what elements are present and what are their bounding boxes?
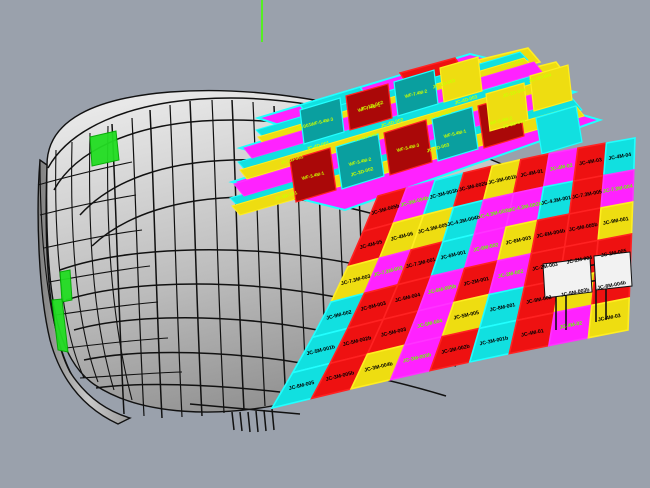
hull-bow-stem[interactable] xyxy=(37,158,132,425)
highlighted-panel-bow-upper[interactable] xyxy=(89,130,120,167)
highlighted-panel-bow-lower[interactable] xyxy=(59,269,73,303)
web-frame[interactable] xyxy=(335,133,385,190)
web-frame[interactable] xyxy=(535,105,583,155)
web-frame[interactable] xyxy=(529,64,573,112)
stern-white-panel-2[interactable] xyxy=(593,251,633,291)
shell-panel-grid[interactable] xyxy=(270,137,636,410)
hull-bow-mesh xyxy=(37,125,183,401)
deck-structure-group[interactable] xyxy=(228,47,604,216)
stern-white-panel-1[interactable] xyxy=(542,257,593,299)
web-frame[interactable] xyxy=(439,56,483,103)
highlighted-panel-bow-keel[interactable] xyxy=(51,298,69,353)
shell-panel[interactable] xyxy=(587,297,631,339)
web-frame[interactable] xyxy=(485,82,529,132)
bow-low-stiffeners xyxy=(189,403,301,433)
web-frame[interactable] xyxy=(393,69,439,117)
web-frame[interactable] xyxy=(383,119,433,176)
web-frames[interactable] xyxy=(289,56,583,203)
web-frame[interactable] xyxy=(431,106,479,162)
web-frame[interactable] xyxy=(299,97,345,145)
web-frame[interactable] xyxy=(345,83,393,131)
web-frame[interactable] xyxy=(289,147,337,203)
